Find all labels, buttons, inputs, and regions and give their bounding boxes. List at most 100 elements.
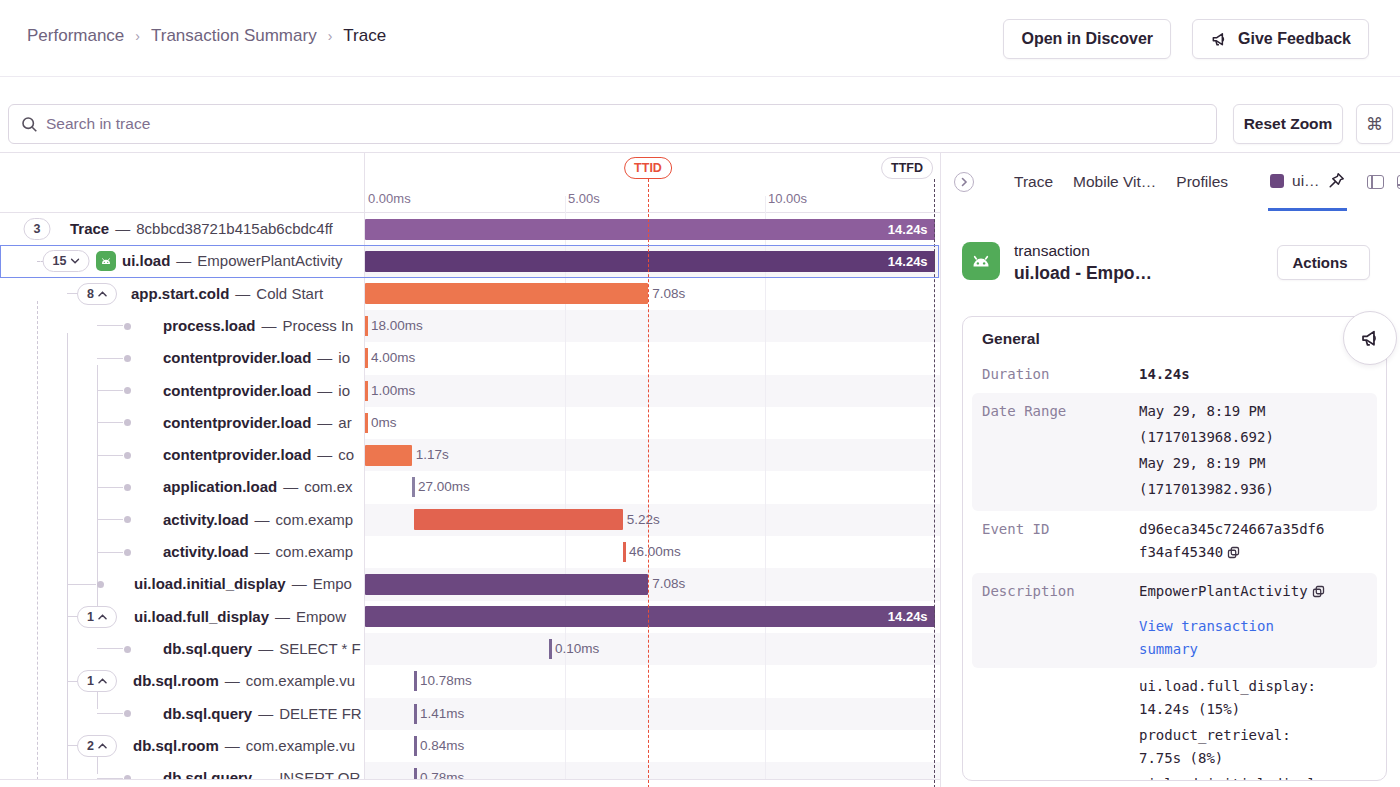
trace-row[interactable]: 2db.sql.room—com.example.vu0.84ms: [0, 730, 940, 762]
span-bar[interactable]: [365, 283, 648, 304]
span-tick[interactable]: [365, 413, 368, 433]
trace-row[interactable]: db.sql.query—DELETE FR1.41ms: [0, 698, 940, 730]
trace-row[interactable]: db.sql.query—SELECT * F0.10ms: [0, 633, 940, 665]
pin-icon[interactable]: [1328, 172, 1345, 189]
tree-node-dot: [124, 323, 131, 330]
general-field-row: Duration14.24s: [972, 356, 1377, 393]
span-tick[interactable]: [414, 671, 417, 691]
span-label: application.load—com.ex: [163, 471, 353, 503]
trace-row[interactable]: process.load—Process In18.00ms: [0, 310, 940, 342]
expand-collapse-pill[interactable]: 1: [77, 606, 117, 628]
span-tick[interactable]: [365, 316, 368, 336]
field-value: d96eca345c724667a35df6f34af45340: [1139, 518, 1327, 566]
span-duration-label: 14.24s: [888, 219, 928, 240]
trace-row[interactable]: 1 ui.load.full_display—Empow 14.24s: [0, 601, 940, 633]
span-tick[interactable]: [414, 704, 417, 724]
trace-row[interactable]: 1db.sql.room—com.example.vu10.78ms: [0, 665, 940, 697]
trace-row[interactable]: contentprovider.load—io4.00ms: [0, 342, 940, 374]
trace-row[interactable]: application.load—com.ex27.00ms: [0, 471, 940, 503]
span-tick[interactable]: [412, 477, 415, 497]
chevron-up-icon: [98, 678, 107, 684]
trace-row[interactable]: activity.load—com.examp5.22s: [0, 504, 940, 536]
span-bar[interactable]: [365, 574, 648, 595]
span-bar[interactable]: [365, 445, 412, 466]
timeline-tick-label: 5.00s: [568, 191, 600, 206]
span-tick[interactable]: [549, 639, 552, 659]
span-bar[interactable]: [414, 509, 623, 530]
trace-row-name: 1db.sql.room—com.example.vu: [0, 665, 364, 697]
span-duration-label: 7.08s: [652, 568, 685, 600]
span-duration-label: 5.22s: [627, 504, 660, 536]
search-bar[interactable]: [8, 104, 1217, 144]
search-input[interactable]: [46, 115, 1204, 133]
trace-waterfall: 0.00ms5.00s10.00s TTID TTFD 3Trace—8cbbc…: [0, 152, 1400, 787]
trace-row[interactable]: activity.load—com.examp46.00ms: [0, 536, 940, 568]
chevron-up-icon: [98, 291, 107, 297]
collapse-drawer-icon[interactable]: [954, 172, 974, 192]
command-shortcut-button[interactable]: ⌘: [1356, 104, 1393, 144]
tab-ui-load-active[interactable]: ui…: [1268, 153, 1347, 211]
give-feedback-button[interactable]: Give Feedback: [1192, 19, 1369, 59]
trace-row[interactable]: contentprovider.load—co1.17s: [0, 439, 940, 471]
span-label: activity.load—com.examp: [163, 536, 353, 568]
expand-collapse-pill[interactable]: 1: [77, 670, 117, 692]
trace-row[interactable]: contentprovider.load—ar0ms: [0, 407, 940, 439]
tree-node-dot: [124, 355, 131, 362]
expand-collapse-pill[interactable]: 15: [43, 250, 90, 272]
span-label: db.sql.query—INSERT OR: [163, 762, 360, 780]
trace-row-name: process.load—Process In: [0, 310, 364, 342]
tree-node-dot: [124, 646, 131, 653]
span-label: db.sql.room—com.example.vu: [133, 730, 355, 762]
trace-row-name: contentprovider.load—co: [0, 439, 364, 471]
span-tick[interactable]: [365, 381, 368, 401]
feedback-fab[interactable]: [1343, 311, 1397, 365]
trace-row[interactable]: contentprovider.load—io1.00ms: [0, 375, 940, 407]
tree-connector-stub: [97, 422, 123, 423]
span-duration-label: 18.00ms: [371, 310, 423, 342]
field-label: Date Range: [982, 400, 1139, 504]
span-label: contentprovider.load—io: [163, 342, 350, 374]
layout-drawer-bottom-icon[interactable]: [1397, 175, 1400, 189]
view-transaction-summary-link[interactable]: View transaction summary: [1139, 615, 1327, 661]
tree-connector-stub: [97, 648, 123, 649]
span-bar[interactable]: 14.24s: [365, 606, 935, 627]
actions-button[interactable]: Actions: [1277, 245, 1370, 280]
trace-row[interactable]: ui.load.initial_display—Empo 7.08s: [0, 568, 940, 600]
trace-row-name: ui.load.initial_display—Empo: [0, 568, 364, 600]
span-tick[interactable]: [414, 736, 417, 756]
general-card: General Duration14.24sDate RangeMay 29, …: [962, 316, 1387, 781]
tab-mobile-vitals[interactable]: Mobile Vit…: [1073, 173, 1156, 191]
span-label: ui.load.full_display—Empow: [134, 601, 346, 633]
layout-sidebar-left-icon[interactable]: [1367, 175, 1384, 189]
reset-zoom-button[interactable]: Reset Zoom: [1233, 104, 1343, 144]
span-bar[interactable]: 14.24s: [365, 219, 935, 240]
span-bar[interactable]: 14.24s: [365, 251, 935, 272]
trace-row-name: db.sql.query—INSERT OR: [0, 762, 364, 780]
chevron-up-icon: [98, 614, 107, 620]
tab-trace[interactable]: Trace: [1014, 173, 1053, 191]
field-value: 14.24s: [1139, 363, 1327, 386]
trace-row[interactable]: 15ui.load—EmpowerPlantActivity14.24s: [0, 245, 940, 277]
breadcrumb-transaction-summary[interactable]: Transaction Summary: [151, 26, 317, 46]
column-divider[interactable]: [364, 153, 365, 780]
waterfall-rows: 3Trace—8cbbcd38721b415ab6cbdc4ff14.24s15…: [0, 213, 940, 780]
breadcrumb-performance[interactable]: Performance: [27, 26, 124, 46]
expand-collapse-pill[interactable]: 8: [77, 283, 117, 305]
trace-row[interactable]: 8app.start.cold—Cold Start7.08s: [0, 278, 940, 310]
trace-row-name: 15ui.load—EmpowerPlantActivity: [0, 245, 364, 277]
tab-profiles[interactable]: Profiles: [1176, 173, 1228, 191]
span-label: app.start.cold—Cold Start: [131, 278, 323, 310]
breadcrumb-caret-icon: ›: [135, 28, 140, 44]
span-tick[interactable]: [414, 768, 417, 780]
span-tick[interactable]: [365, 348, 368, 368]
field-value: May 29, 8:19 PM(1717013968.692)May 29, 8…: [1139, 400, 1327, 504]
copy-icon[interactable]: [1312, 582, 1325, 605]
open-in-discover-button[interactable]: Open in Discover: [1003, 19, 1171, 59]
span-tick[interactable]: [623, 542, 626, 562]
copy-icon[interactable]: [1227, 543, 1240, 566]
trace-row[interactable]: db.sql.query—INSERT OR0.78ms: [0, 762, 940, 780]
tree-node-dot: [124, 549, 131, 556]
expand-collapse-pill[interactable]: 3: [24, 218, 51, 240]
expand-collapse-pill[interactable]: 2: [77, 735, 117, 757]
trace-row[interactable]: 3Trace—8cbbcd38721b415ab6cbdc4ff14.24s: [0, 213, 940, 245]
